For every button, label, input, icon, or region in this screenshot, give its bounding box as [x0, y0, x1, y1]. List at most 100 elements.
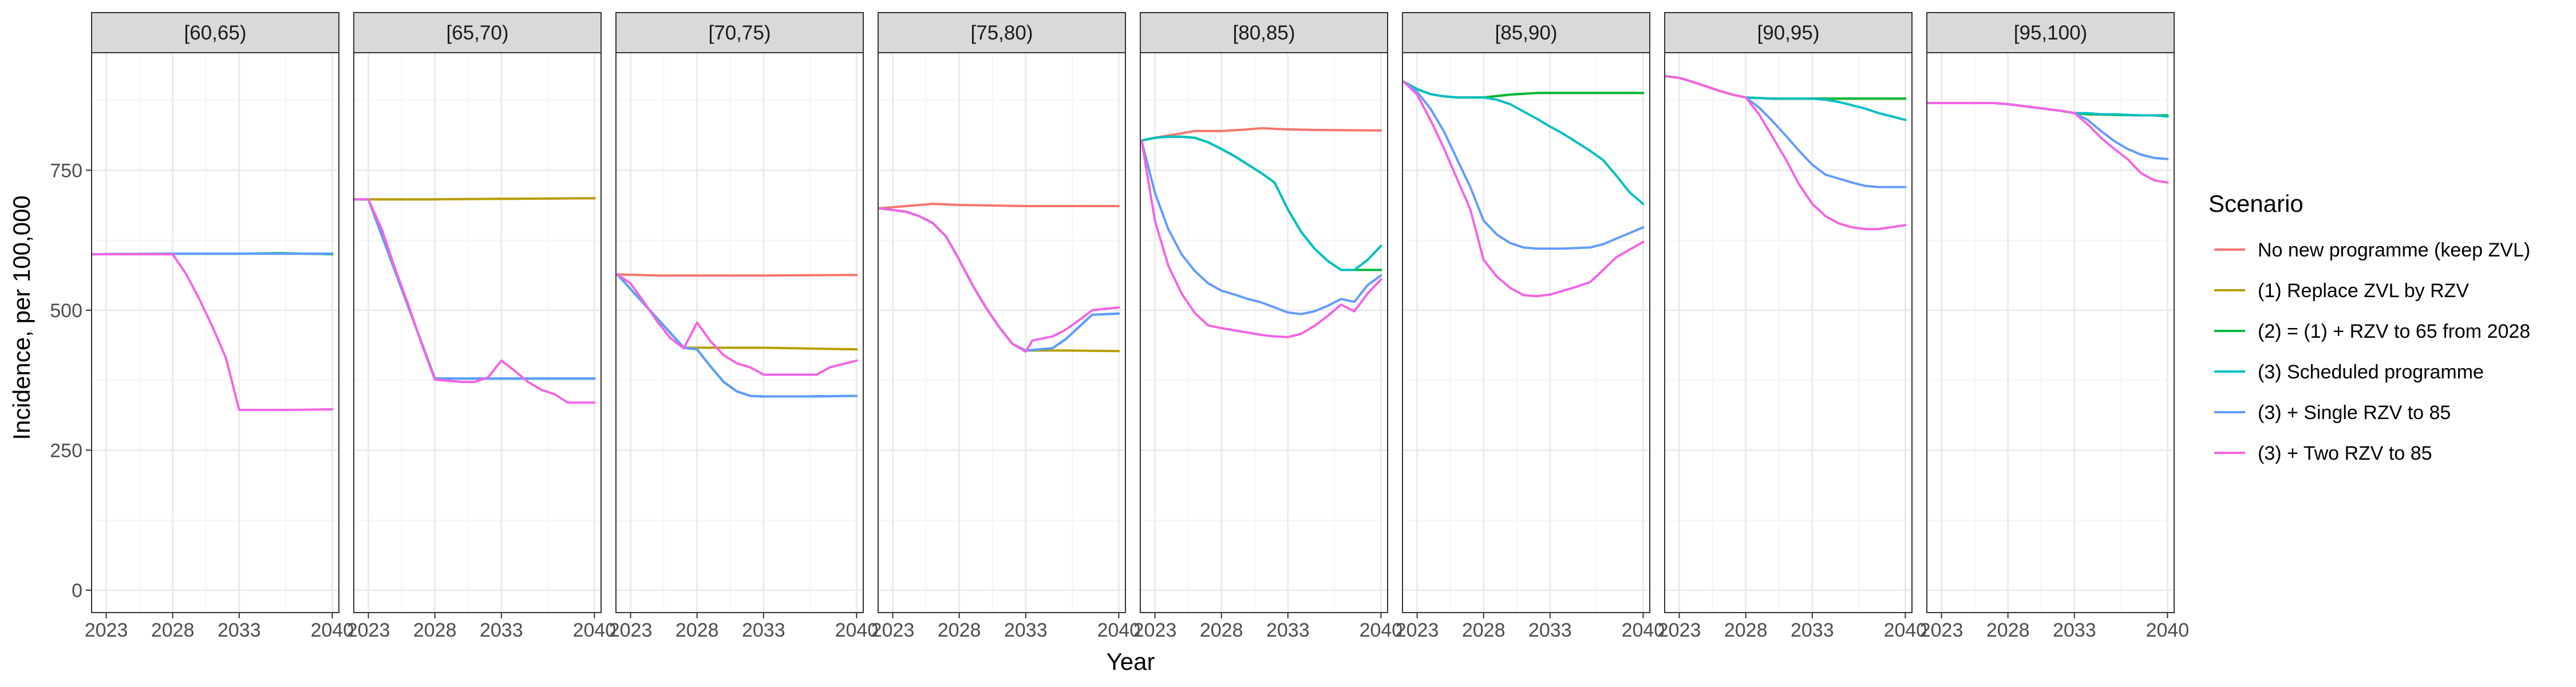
series-line: [616, 273, 858, 376]
y-tick-label: 750: [50, 160, 82, 181]
series-line: [1140, 135, 1382, 271]
series-line: [1140, 139, 1382, 338]
plot-area: [1664, 52, 1913, 613]
legend-item: (3) Scheduled programme: [2214, 361, 2484, 383]
legend-item: (2) = (1) + RZV to 65 from 2028: [2214, 321, 2530, 342]
plot-area: [615, 52, 864, 613]
x-tick-label: 2028: [1986, 619, 2030, 641]
facet-strip-label: [60,65): [184, 22, 247, 44]
facet-strip: [353, 12, 602, 53]
facet-strip: [91, 12, 339, 53]
x-tick-label: 2028: [675, 619, 719, 641]
legend-label: (3) Scheduled programme: [2258, 361, 2484, 383]
x-tick-label: 2028: [938, 619, 981, 641]
x-tick-label: 2040: [1622, 619, 1665, 641]
facet-panel: [95,100) 2023 2028 2033 2040: [1920, 12, 2190, 641]
series-line: [1665, 75, 1907, 231]
y-tick-label: 0: [72, 580, 82, 602]
x-tick-label: 2028: [151, 619, 195, 641]
plot-border: [91, 52, 339, 613]
legend-label: (2) = (1) + RZV to 65 from 2028: [2258, 321, 2530, 342]
series-line: [1927, 102, 2169, 184]
legend-label: No new programme (keep ZVL): [2258, 239, 2530, 261]
x-tick-label: 2040: [1097, 619, 1141, 641]
x-tick-label: 2023: [1133, 619, 1177, 641]
facet-panel: [80,85) 2023 2028 2033 2040: [1133, 12, 1403, 641]
x-tick-label: 2033: [1791, 619, 1834, 641]
plot-border: [353, 52, 602, 613]
plot-border: [878, 52, 1126, 613]
series-line: [616, 273, 858, 398]
x-tick-label: 2033: [480, 619, 523, 641]
x-tick-label: 2023: [609, 619, 653, 641]
x-tick-label: 2040: [835, 619, 879, 641]
x-tick-label: 2033: [742, 619, 785, 641]
x-tick-label: 2033: [1528, 619, 1572, 641]
plot-border: [1402, 52, 1650, 613]
facet-strip: [1664, 12, 1913, 53]
series-line: [878, 203, 1120, 210]
series-line: [1402, 80, 1645, 206]
series-line: [1140, 139, 1382, 315]
x-tick-label: 2023: [347, 619, 390, 641]
legend-item: (3) + Single RZV to 85: [2214, 402, 2451, 424]
plot-area: [353, 52, 602, 613]
series-line: [1402, 80, 1645, 250]
panels: [60,65) 2023 2028 2033 2040 0 250 500 750 [65,70)…: [50, 12, 2190, 641]
plot-border: [1664, 52, 1913, 613]
x-tick-label: 2023: [85, 619, 128, 641]
x-tick-label: 2033: [1004, 619, 1048, 641]
facet-strip-label: [80,85): [1233, 22, 1295, 44]
x-tick-label: 2023: [871, 619, 915, 641]
x-tick-label: 2023: [1920, 619, 1963, 641]
x-tick-label: 2023: [1396, 619, 1439, 641]
plot-area: [1926, 52, 2175, 613]
facet-panel: [85,90) 2023 2028 2033 2040: [1396, 12, 1665, 641]
series-line: [616, 273, 858, 277]
plot-area: [878, 52, 1126, 613]
facet-strip: [1926, 12, 2175, 53]
facet-panel: [65,70) 2023 2028 2033 2040: [347, 12, 617, 641]
legend-title: Scenario: [2208, 190, 2304, 217]
legend-label: (3) + Two RZV to 85: [2258, 443, 2432, 464]
x-tick-label: 2028: [1462, 619, 1506, 641]
facet-panel: [70,75) 2023 2028 2033 2040: [609, 12, 879, 641]
facet-strip-label: [70,75): [709, 22, 771, 44]
plot-border: [1926, 52, 2175, 613]
facet-strip-label: [75,80): [971, 22, 1033, 44]
facet-panel: [90,95) 2023 2028 2033 2040: [1658, 12, 1927, 641]
facet-panel: [75,80) 2023 2028 2033 2040: [871, 12, 1141, 641]
x-tick-label: 2040: [2146, 619, 2190, 641]
facet-strip: [878, 12, 1126, 53]
series-line: [92, 253, 334, 411]
series-line: [878, 207, 1120, 353]
series-line: [1402, 80, 1645, 298]
x-tick-label: 2040: [573, 619, 617, 641]
y-tick-label: 250: [50, 440, 82, 461]
legend-label: (3) + Single RZV to 85: [2258, 402, 2451, 424]
x-tick-label: 2028: [1200, 619, 1243, 641]
x-tick-label: 2033: [2053, 619, 2096, 641]
x-tick-label: 2040: [311, 619, 354, 641]
x-axis-title: Year: [1107, 648, 1155, 675]
x-tick-label: 2023: [1658, 619, 1701, 641]
facet-strip: [615, 12, 864, 53]
facet-strip-label: [65,70): [447, 22, 509, 44]
x-tick-label: 2040: [1360, 619, 1403, 641]
x-tick-label: 2033: [218, 619, 261, 641]
plot-border: [615, 52, 864, 613]
facet-strip-label: [85,90): [1495, 22, 1558, 44]
x-tick-label: 2028: [1724, 619, 1768, 641]
legend-item: (1) Replace ZVL by RZV: [2214, 280, 2469, 302]
x-tick-label: 2028: [413, 619, 457, 641]
x-tick-label: 2040: [1884, 619, 1927, 641]
facet-strip-label: [90,95): [1757, 22, 1820, 44]
legend: Scenario No new programme (keep ZVL) (1) …: [2208, 190, 2530, 464]
legend-item: No new programme (keep ZVL): [2214, 239, 2530, 261]
facet-strip: [1402, 12, 1650, 53]
legend-item: (3) + Two RZV to 85: [2214, 443, 2432, 464]
series-line: [354, 197, 596, 201]
y-axis-title: Incidence, per 100,000: [8, 195, 35, 440]
y-tick-label: 500: [50, 300, 82, 322]
